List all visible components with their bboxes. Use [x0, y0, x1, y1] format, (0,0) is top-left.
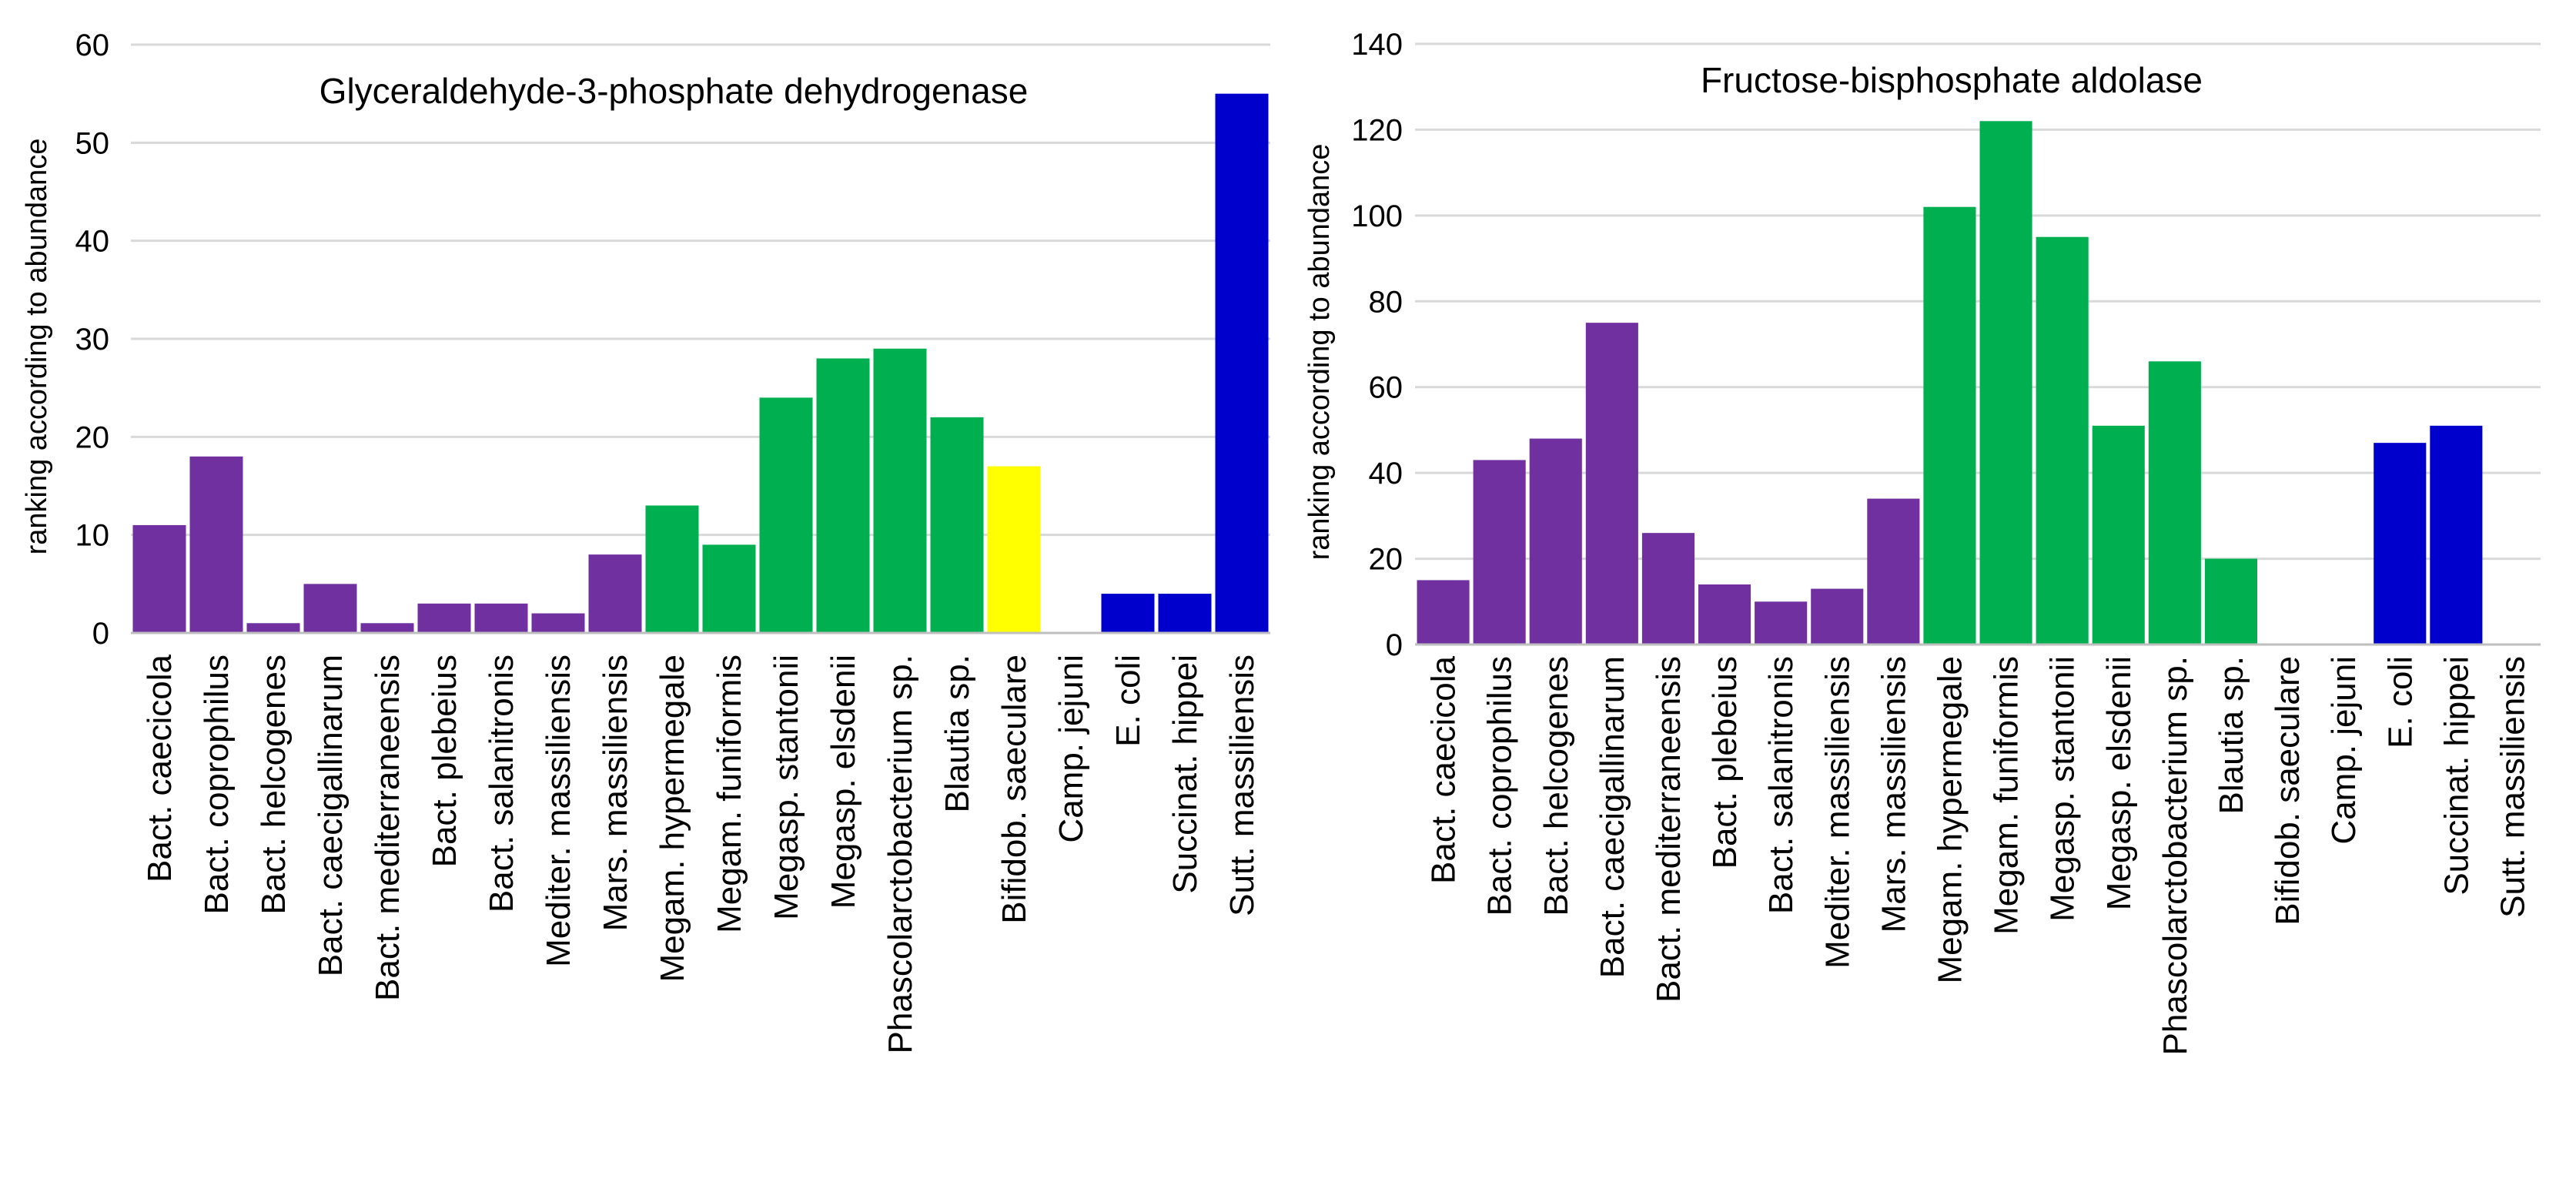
x-tick-label: E. coli	[1109, 655, 1147, 747]
chart-aldolase: 0 20 40 60 80 100 120 140 Bact. caecicola Bact. c…	[1303, 28, 2541, 1055]
y-tick-label: 40	[1369, 457, 1403, 491]
x-tick-label: Blautia sp.	[938, 655, 976, 812]
x-tick-label: Succinat. hippei	[1166, 655, 1204, 894]
x-tick-label: Bact. helcogenes	[255, 655, 293, 915]
y-tick-label: 120	[1351, 113, 1403, 147]
bar	[987, 466, 1041, 633]
y-axis-label: ranking according to abundance	[1303, 144, 1336, 561]
x-tick-label: Camp. jejuni	[1052, 655, 1090, 843]
y-tick-label: 100	[1351, 199, 1403, 233]
x-tick-label: Sutt. massiliensis	[1223, 655, 1261, 916]
x-tick-label: Megasp. elsdenii	[825, 655, 862, 909]
x-tick-label: Mars. massiliensis	[1875, 656, 1912, 933]
bar	[759, 397, 813, 633]
bar	[417, 603, 471, 633]
bar	[1867, 498, 1920, 645]
bar	[1585, 323, 1638, 645]
y-tick-label: 20	[1369, 543, 1403, 577]
x-tick-label: Phascolarctobacterium sp.	[882, 655, 919, 1053]
x-tick-label: Megasp. stantonii	[2044, 656, 2082, 922]
bar	[1417, 580, 1470, 645]
y-tick-label: 0	[92, 617, 109, 651]
x-tick-label: Megam. hypermegale	[1931, 656, 1969, 984]
x-tick-label: Bact. mediterraneensis	[369, 655, 406, 1001]
y-tick-label: 0	[1386, 628, 1403, 662]
bar	[2092, 425, 2145, 645]
y-tick-label: 60	[75, 28, 110, 62]
bar	[816, 358, 870, 633]
y-tick-label: 40	[75, 225, 110, 259]
x-tick-label: E. coli	[2381, 656, 2419, 748]
bar	[645, 505, 699, 633]
x-tick-label: Bact. caecicola	[1425, 655, 1463, 883]
bar	[1923, 206, 1976, 645]
bar	[1529, 438, 1582, 645]
x-tick-label: Megasp. stantonii	[768, 655, 805, 920]
x-tick-label: Bact. plebeius	[1706, 656, 1744, 869]
bar	[930, 417, 984, 633]
x-tick-label: Bifidob. saeculare	[2269, 656, 2307, 926]
bar	[873, 348, 927, 633]
x-tick-label: Megam. funiformis	[711, 655, 748, 933]
y-tick-label: 50	[75, 126, 110, 160]
bar	[2036, 236, 2089, 645]
x-tick-label: Bact. caecigallinarum	[1594, 656, 1631, 978]
y-tick-label: 80	[1369, 285, 1403, 319]
bar	[1811, 588, 1864, 645]
bar	[702, 544, 756, 633]
x-tick-label: Succinat. hippei	[2437, 656, 2475, 896]
x-tick-label: Sutt. massiliensis	[2494, 656, 2531, 918]
y-tick-label: 20	[75, 420, 110, 454]
bar	[1641, 533, 1694, 645]
x-tick-label: Camp. jejuni	[2325, 656, 2363, 845]
x-tick-label: Bact. salanitronis	[483, 655, 520, 912]
x-tick-label: Mediter. massiliensis	[540, 655, 577, 967]
x-tick-label: Megam. funiformis	[1988, 656, 2026, 935]
bar	[303, 584, 357, 633]
x-tick-label: Megam. hypermegale	[654, 655, 691, 983]
bar	[132, 524, 186, 633]
bar	[1101, 594, 1155, 633]
bar	[246, 623, 300, 633]
bar	[189, 456, 243, 633]
x-tick-label: Bact. salanitronis	[1762, 656, 1800, 914]
bar	[1215, 93, 1269, 633]
bar	[1755, 601, 1808, 645]
x-tick-label: Mediter. massiliensis	[1818, 656, 1856, 969]
chart-title: Glyceraldehyde-3-phosphate dehydrogenase	[319, 71, 1029, 111]
bar	[1979, 121, 2032, 645]
y-tick-label: 10	[75, 519, 110, 553]
chart-title: Fructose-bisphosphate aldolase	[1701, 60, 2203, 100]
x-tick-label: Bact. coprophilus	[198, 655, 236, 915]
x-tick-label: Bact. helcogenes	[1537, 656, 1575, 916]
y-tick-label: 30	[75, 323, 110, 357]
bar	[1158, 594, 1212, 633]
bar	[360, 623, 414, 633]
x-tick-label: Megasp. elsdenii	[2100, 656, 2138, 910]
y-tick-label: 60	[1369, 371, 1403, 405]
x-tick-label: Bact. caecigallinarum	[312, 655, 350, 976]
x-tick-label: Bact. coprophilus	[1481, 656, 1519, 916]
bar	[1473, 460, 1526, 645]
x-tick-label: Bact. plebeius	[426, 655, 463, 867]
bar	[474, 603, 528, 633]
x-tick-label: Bact. caecicola	[141, 654, 179, 882]
x-tick-label: Mars. massiliensis	[597, 655, 634, 931]
bar	[2374, 443, 2427, 645]
bar	[531, 613, 585, 633]
bar	[2204, 558, 2257, 645]
x-tick-label: Bifidob. saeculare	[995, 655, 1033, 924]
y-axis-label: ranking according to abundance	[21, 139, 53, 555]
x-tick-label: Phascolarctobacterium sp.	[2156, 656, 2194, 1055]
chart-gapdh: 0 10 20 30 40 50 60 Bact. caecicola Bact. coprop…	[21, 28, 1270, 1053]
bar	[588, 554, 642, 633]
bar	[2430, 425, 2483, 645]
bar	[1698, 584, 1751, 645]
bar	[2148, 361, 2201, 645]
y-tick-label: 140	[1351, 28, 1403, 62]
x-tick-label: Blautia sp.	[2213, 656, 2250, 814]
x-tick-label: Bact. mediterraneensis	[1650, 656, 1688, 1003]
